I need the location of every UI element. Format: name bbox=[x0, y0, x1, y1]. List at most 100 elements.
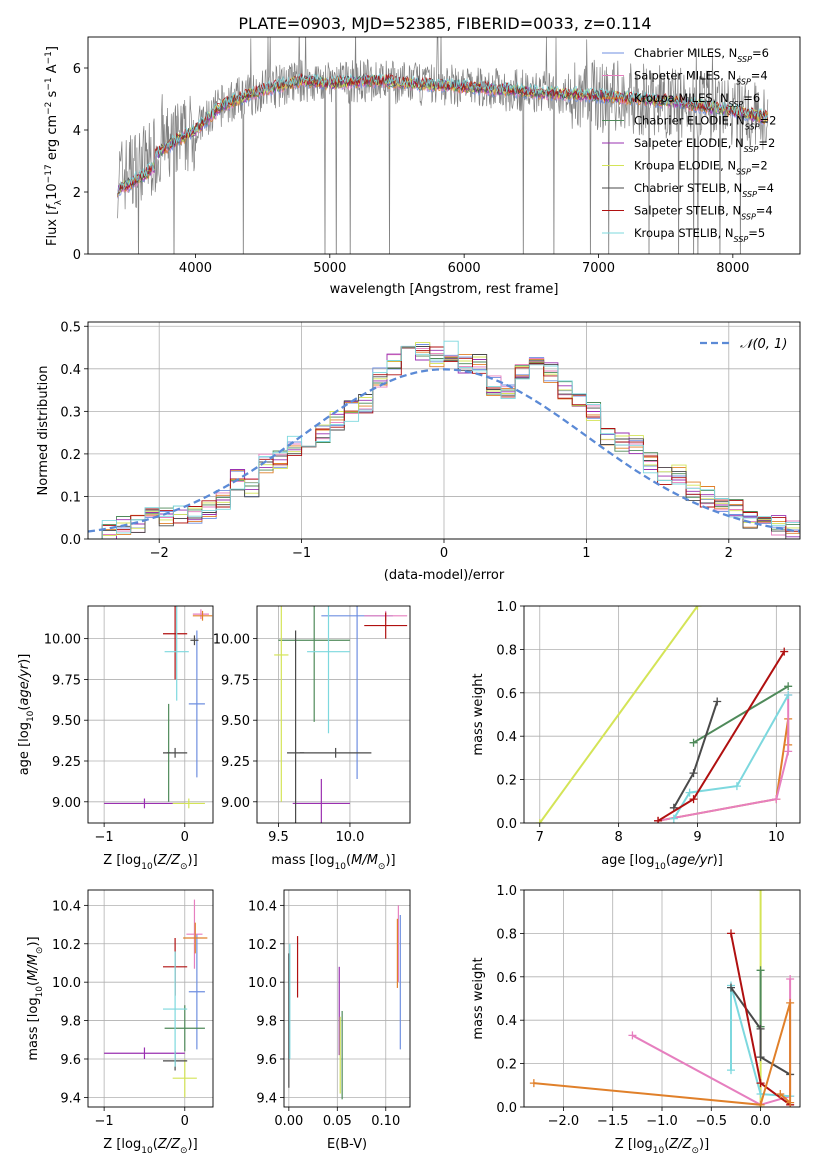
mass-vs-Z-plot-area bbox=[104, 899, 208, 1098]
y-tick-label: 2 bbox=[73, 186, 81, 201]
legend-text: =5 bbox=[748, 226, 765, 240]
label-part: log bbox=[26, 997, 41, 1017]
label-part: Z [ bbox=[615, 1137, 633, 1152]
x-tick-label: 9.5 bbox=[268, 830, 289, 845]
legend-text: Salpeter STELIB, N bbox=[634, 204, 741, 218]
legend-text: =6 bbox=[752, 46, 769, 60]
label-part: )] bbox=[713, 853, 723, 868]
mass-weight-marker bbox=[780, 647, 789, 656]
legend-text: Kroupa STELIB, N bbox=[634, 226, 734, 240]
legend-text: =6 bbox=[743, 91, 760, 105]
y-tick-label: 9.75 bbox=[221, 673, 250, 688]
legend-entry: Chabrier MILES, NSSP=6 bbox=[634, 46, 769, 64]
label-part: ( bbox=[346, 853, 351, 868]
y-tick-label: 9.00 bbox=[52, 796, 81, 811]
label-part: mass [ bbox=[271, 853, 314, 868]
normal-reference-curve bbox=[88, 368, 800, 533]
x-tick-label: 1 bbox=[582, 546, 590, 561]
label-part: −1 bbox=[44, 51, 54, 64]
mass-weight-line bbox=[692, 685, 789, 744]
legend-text: Chabrier ELODIE, N bbox=[634, 114, 745, 128]
mass-weight-vs-Z-plot-area bbox=[529, 890, 795, 1107]
mass-weight-marker bbox=[689, 795, 698, 804]
y-tick-label: 10.00 bbox=[213, 633, 250, 648]
x-tick-label: 0.0 bbox=[750, 1114, 771, 1129]
y-tick-label: 9.50 bbox=[221, 714, 250, 729]
label-part: A bbox=[45, 64, 60, 77]
label-part: ( bbox=[153, 853, 158, 868]
y-tick-label: 0.0 bbox=[496, 1101, 517, 1116]
mass-vs-ebv-plot-area bbox=[288, 905, 401, 1100]
y-tick-label: 4 bbox=[73, 124, 81, 139]
x-tick-label: 5000 bbox=[313, 261, 346, 276]
axes-frame bbox=[87, 889, 214, 1108]
x-tick-label: −2 bbox=[150, 546, 169, 561]
residual-histogram-step bbox=[88, 340, 800, 539]
label-part: Z [ bbox=[103, 853, 121, 868]
y-tick-label: 9.50 bbox=[52, 714, 81, 729]
x-tick-label: −2.0 bbox=[548, 1114, 580, 1129]
y-tick-label: 0.2 bbox=[60, 448, 81, 463]
axes-frame bbox=[87, 321, 801, 540]
x-axis-label: Z [log10(Z/Z⊙)] bbox=[615, 1137, 709, 1156]
mass-weight-marker bbox=[689, 769, 698, 778]
legend-sub: SSP bbox=[745, 122, 760, 131]
axes-frame bbox=[523, 605, 801, 824]
legend-entry: Kroupa ELODIE, NSSP=2 bbox=[634, 159, 768, 177]
label-part: M/M bbox=[26, 954, 41, 981]
legend-sub: SSP bbox=[741, 212, 756, 221]
y-tick-label: 0.6 bbox=[496, 971, 517, 986]
label-part: ( bbox=[666, 853, 671, 868]
observed-spectrum-line bbox=[117, 37, 769, 254]
mass-weight-marker bbox=[776, 1089, 785, 1098]
y-tick-label: 9.6 bbox=[256, 1053, 277, 1068]
label-part: 10 bbox=[653, 1146, 665, 1156]
x-tick-label: −1 bbox=[95, 1114, 114, 1129]
mass-weight-marker bbox=[535, 819, 544, 823]
x-axis-label: Z [log10(Z/Z⊙)] bbox=[103, 1137, 197, 1156]
label-part: age/yr bbox=[17, 662, 32, 705]
label-part: ⊙ bbox=[378, 862, 386, 872]
y-tick-label: 0.1 bbox=[60, 490, 81, 505]
label-part: 10 bbox=[141, 1146, 153, 1156]
label-part: log bbox=[635, 853, 655, 868]
y-tick-label: 10.2 bbox=[52, 938, 81, 953]
y-tick-label: 10.2 bbox=[248, 938, 277, 953]
y-tick-label: 10.4 bbox=[52, 899, 81, 914]
label-part: Z/Z bbox=[157, 853, 181, 868]
x-tick-label: −1.0 bbox=[646, 1114, 678, 1129]
y-tick-label: 10.0 bbox=[52, 976, 81, 991]
y-tick-label: 9.6 bbox=[60, 1053, 81, 1068]
label-part: ( bbox=[153, 1137, 158, 1152]
legend-sub: SSP bbox=[736, 77, 751, 86]
y-tick-label: 0.6 bbox=[496, 687, 517, 702]
x-tick-label: 8000 bbox=[716, 261, 749, 276]
mass-weight-marker bbox=[756, 1079, 765, 1088]
y-tick-label: 9.8 bbox=[256, 1015, 277, 1030]
residuals-plot-area bbox=[88, 340, 800, 539]
mass-weight-marker bbox=[529, 1079, 538, 1088]
label-part: )] bbox=[188, 1137, 198, 1152]
y-tick-label: 0.4 bbox=[496, 730, 517, 745]
mass-vs-ebv-panel: 0.00 0.05 0.10 9.4 9.6 9.8 10.0 10.2 10.4 E(B-V) bbox=[248, 889, 411, 1152]
x-axis-label: Z [log10(Z/Z⊙)] bbox=[103, 853, 197, 872]
mass-weight-line bbox=[538, 606, 699, 823]
label-part: age [ bbox=[17, 742, 32, 775]
y-axis-label: Flux [fλ10−17 erg cm−2 s−1 A−1] bbox=[44, 46, 64, 246]
legend-text: Chabrier STELIB, N bbox=[634, 181, 742, 195]
x-axis-label: wavelength [Angstrom, rest frame] bbox=[330, 282, 559, 297]
y-tick-label: 0.3 bbox=[60, 405, 81, 420]
y-tick-label: 0.0 bbox=[60, 533, 81, 548]
legend-entry: Salpeter STELIB, NSSP=4 bbox=[634, 204, 773, 222]
y-tick-label: 0.2 bbox=[496, 774, 517, 789]
y-tick-label: 0.0 bbox=[496, 817, 517, 832]
legend-text: Salpeter MILES, N bbox=[634, 69, 736, 83]
label-part: 10 bbox=[26, 710, 36, 722]
label-part: 10 bbox=[45, 183, 60, 200]
legend-sub: SSP bbox=[744, 145, 759, 154]
y-tick-label: 10.4 bbox=[248, 899, 277, 914]
label-part: 10 bbox=[141, 862, 153, 872]
